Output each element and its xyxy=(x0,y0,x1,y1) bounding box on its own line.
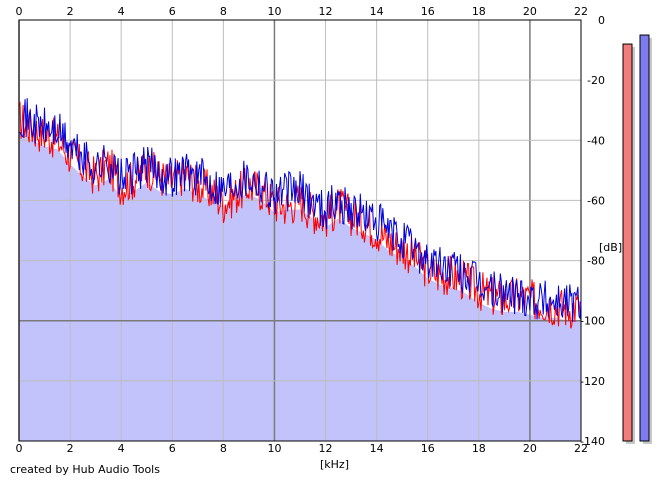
x-axis-label: [kHz] xyxy=(320,458,349,471)
x-tick-label-bottom: 14 xyxy=(370,442,384,455)
x-tick-label-top: 22 xyxy=(574,5,588,18)
x-tick-label-bottom: 4 xyxy=(118,442,125,455)
y-tick-label: -140 xyxy=(580,435,605,448)
x-tick-label-top: 0 xyxy=(16,5,23,18)
x-tick-label-bottom: 22 xyxy=(574,442,588,455)
spectrum-area xyxy=(19,131,581,442)
y-tick-label: -60 xyxy=(587,194,605,207)
x-tick-label-top: 12 xyxy=(319,5,333,18)
x-tick-label-top: 14 xyxy=(370,5,384,18)
plot-grid xyxy=(18,19,582,442)
y-tick-label: -40 xyxy=(587,134,605,147)
x-tick-label-bottom: 2 xyxy=(67,442,74,455)
x-tick-label-bottom: 6 xyxy=(169,442,176,455)
x-tick-label-top: 2 xyxy=(67,5,74,18)
x-tick-label-bottom: 8 xyxy=(220,442,227,455)
credit-text: created by Hub Audio Tools xyxy=(10,463,160,476)
right-channel-line xyxy=(19,98,582,322)
y-tick-label: -80 xyxy=(587,255,605,268)
x-tick-label-top: 10 xyxy=(267,5,281,18)
y-tick-label: -20 xyxy=(587,74,605,87)
y-tick-label: -100 xyxy=(580,315,605,328)
x-tick-label-top: 6 xyxy=(169,5,176,18)
spectrum-fill xyxy=(19,131,581,442)
y-tick-label: 0 xyxy=(598,14,605,27)
x-tick-label-bottom: 16 xyxy=(421,442,435,455)
x-tick-label-top: 18 xyxy=(472,5,486,18)
spectrum-series xyxy=(18,98,582,329)
x-tick-label-top: 4 xyxy=(118,5,125,18)
x-tick-label-bottom: 10 xyxy=(267,442,281,455)
level-meter-right xyxy=(639,34,650,442)
y-tick-label: -120 xyxy=(580,375,605,388)
y-axis-ticks: 0 -20 -40 -60 -80 -100 -120 -140 xyxy=(580,14,605,448)
level-meter-left xyxy=(622,43,633,442)
y-axis-label: [dB] xyxy=(599,241,622,254)
level-meters xyxy=(622,34,652,445)
x-tick-label-top: 20 xyxy=(523,5,537,18)
x-tick-label-top: 8 xyxy=(220,5,227,18)
x-tick-label-bottom: 20 xyxy=(523,442,537,455)
x-tick-label-bottom: 18 xyxy=(472,442,486,455)
x-tick-label-bottom: 12 xyxy=(319,442,333,455)
x-tick-label-bottom: 0 xyxy=(16,442,23,455)
x-tick-label-top: 16 xyxy=(421,5,435,18)
plot-border xyxy=(18,19,582,442)
